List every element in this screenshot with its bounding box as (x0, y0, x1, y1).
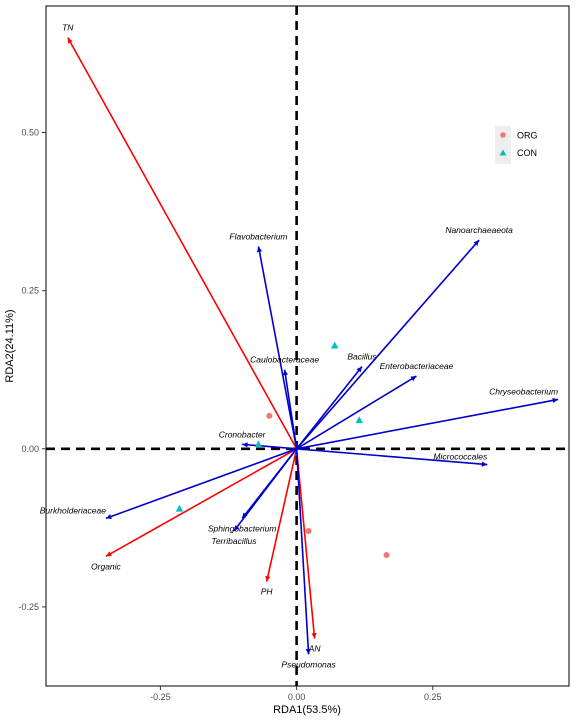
sample-points (175, 341, 390, 559)
species-label-sphingobacterium: Sphingobacterium (208, 523, 277, 533)
species-arrowhead-sphingobacterium (242, 512, 248, 519)
reference-lines (46, 6, 569, 686)
species-arrow-enterobacteriaceae (296, 375, 417, 450)
species-arrow-caulobacteraceae (283, 369, 298, 449)
species-label-bacillus: Bacillus (347, 352, 377, 362)
species-arrows: Flavobacterium Caulobacteraceae Nanoarchae… (40, 225, 559, 669)
x-tick-label: -0.25 (150, 692, 171, 702)
species-arrow-pseudomonas (295, 448, 310, 655)
y-tick-label: -0.25 (18, 602, 39, 612)
species-arrow-bacillus (295, 366, 363, 450)
species-arrowhead-flavobacterium (256, 246, 263, 253)
species-label-micrococcales: Micrococcales (433, 452, 488, 462)
species-label-pseudomonas: Pseudomonas (281, 659, 336, 669)
species-arrowhead-terribacillus (233, 525, 240, 532)
species-arrowhead-micrococcales (481, 461, 488, 467)
env-arrow-ph (265, 448, 298, 582)
x-tick-label: 0.25 (424, 692, 442, 702)
env-arrow-an (295, 448, 316, 639)
env-arrowhead-organic (105, 551, 112, 557)
species-arrowhead-cronobacter (242, 442, 248, 448)
legend: ORG CON (495, 126, 538, 164)
plot-panel (45, 5, 570, 687)
env-label-ph: PH (261, 587, 274, 597)
species-arrow-cronobacter (242, 443, 297, 450)
species-arrowhead-nanoarchaeaeota (473, 240, 480, 246)
species-arrow-burkholderiaceae (105, 448, 297, 520)
x-axis: -0.25 0.00 0.25 (150, 686, 442, 702)
y-axis-title: RDA2(24.11%) (4, 309, 16, 382)
y-tick-label: 0.50 (21, 128, 39, 138)
env-arrow-organic (105, 448, 297, 558)
species-label-burkholderiaceae: Burkholderiaceae (40, 505, 106, 515)
legend-con-marker (499, 149, 507, 156)
env-arrowhead-an (311, 632, 317, 639)
species-arrowhead-bacillus (356, 366, 362, 373)
species-arrow-nanoarchaeaeota (296, 239, 480, 450)
legend-con-label: CON (517, 148, 537, 158)
con-point-3 (254, 440, 263, 448)
species-arrowhead-burkholderiaceae (105, 514, 112, 519)
species-label-cronobacter: Cronobacter (219, 429, 267, 439)
org-point-1 (266, 412, 273, 419)
legend-org-marker (500, 132, 506, 138)
env-label-organic: Organic (91, 561, 122, 571)
org-point-2 (305, 528, 312, 535)
env-arrow-tn (67, 37, 298, 450)
species-arrow-micrococcales (296, 447, 488, 466)
con-point-4 (175, 504, 184, 512)
species-label-chryseobacterium: Chryseobacterium (489, 386, 558, 396)
species-arrow-chryseobacterium (296, 398, 559, 450)
y-tick-label: 0.25 (21, 286, 39, 296)
species-label-enterobacteriaceae: Enterobacteriaceae (380, 361, 454, 371)
y-axis: -0.25 0.00 0.25 0.50 (18, 128, 46, 612)
con-point-2 (355, 416, 364, 424)
org-point-3 (383, 552, 390, 559)
species-label-caulobacteraceae: Caulobacteraceae (250, 355, 319, 365)
species-label-terribacillus: Terribacillus (211, 536, 257, 546)
env-arrowhead-tn (67, 37, 73, 44)
env-arrowhead-ph (265, 575, 271, 582)
env-label-tn: TN (62, 23, 74, 33)
legend-org-label: ORG (517, 131, 538, 141)
environmental-arrows: TN Organic PH AN (62, 23, 321, 654)
x-axis-title: RDA1(53.5%) (273, 704, 341, 716)
species-arrowhead-enterobacteriaceae (410, 376, 417, 382)
x-tick-label: 0.00 (288, 692, 306, 702)
species-arrowhead-chryseobacterium (552, 397, 559, 404)
species-label-nanoarchaeaeota: Nanoarchaeaeota (445, 225, 513, 235)
species-arrow-flavobacterium (257, 246, 298, 449)
species-arrow-terribacillus (233, 448, 298, 532)
legend-background (495, 126, 511, 164)
y-tick-label: 0.00 (21, 444, 39, 454)
species-arrowhead-caulobacteraceae (282, 369, 289, 376)
species-arrowhead-pseudomonas (305, 648, 311, 655)
con-point-1 (330, 341, 339, 349)
species-label-flavobacterium: Flavobacterium (229, 231, 287, 241)
env-label-an: AN (308, 644, 322, 654)
